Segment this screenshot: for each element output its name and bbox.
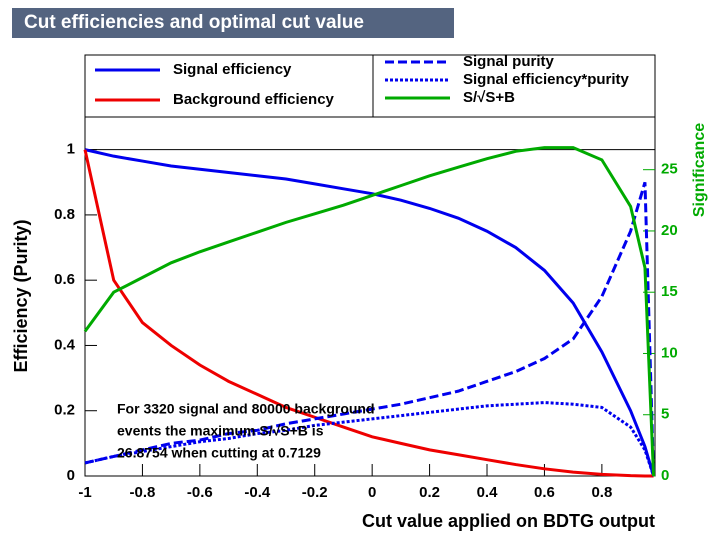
annotation: For 3320 signal and 80000 background [117,401,375,417]
legend-label: Signal efficiency*purity [463,71,630,88]
series-line [83,149,654,478]
series-line [84,148,656,477]
y2-tick-label: 10 [661,344,678,361]
series-line [84,401,655,477]
chart-title: Cut efficiencies and optimal cut value [24,12,364,33]
y2-tick-label: 20 [661,222,678,239]
y-tick-label: 1 [67,141,75,158]
x-axis-label: Cut value applied on BDTG output [362,511,655,531]
x-tick-label: -0.2 [302,484,328,501]
annotation: 26.8754 when cutting at 0.7129 [117,445,321,461]
x-tick-label: -0.8 [130,484,156,501]
x-tick-label: -0.4 [244,484,271,501]
x-tick-label: 0.4 [477,484,499,501]
y2-tick-label: 0 [661,467,669,484]
y-tick-label: 0.2 [54,402,75,419]
legend-label: Signal purity [463,53,555,70]
y-tick-label: 0.6 [54,271,75,288]
plot-frame [84,116,656,477]
annotation: events the maximum S/√S+B is [117,423,324,439]
y2-tick-label: 15 [661,283,678,300]
y2-axis-label: Significance [691,123,708,217]
x-tick-label: 0 [368,484,376,501]
series-line [84,181,656,477]
x-tick-label: -0.6 [187,484,213,501]
title-box [12,8,454,38]
x-tick-label: -1 [78,484,91,501]
y-tick-label: 0.4 [54,336,76,353]
x-tick-label: 0.2 [419,484,440,501]
y-tick-label: 0.8 [54,206,75,223]
legend-box [84,54,656,118]
x-tick-label: 0.6 [534,484,555,501]
x-tick-label: 0.8 [591,484,612,501]
y2-tick-label: 5 [661,406,669,423]
legend-label: S/√S+B [463,89,515,106]
y-tick-label: 0 [67,467,75,484]
y2-tick-label: 25 [661,161,678,178]
y-axis-label: Efficiency (Purity) [11,219,31,372]
series-line [83,146,656,477]
legend-label: Background efficiency [173,91,335,108]
legend-label: Signal efficiency [173,61,292,78]
